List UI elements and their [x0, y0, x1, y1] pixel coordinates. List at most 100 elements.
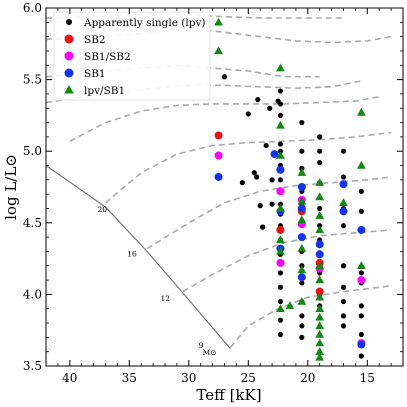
point-s0-45	[299, 334, 305, 340]
legend: Apparently single (lpv) SB2 SB1/SB2 SB1 lpv/…	[53, 11, 211, 101]
y-tick-label: 5.5	[23, 73, 42, 87]
legend-marker-sb2	[64, 34, 74, 44]
point-s4-10	[297, 196, 307, 205]
x-tick-label: 25	[241, 371, 256, 385]
point-s3-14	[357, 340, 366, 349]
y-tick-label: 6.0	[23, 1, 42, 15]
point-s4-9	[276, 203, 285, 212]
point-s4-13	[315, 211, 325, 219]
point-s0-7	[251, 170, 257, 176]
point-s0-70	[358, 303, 364, 309]
point-s3-8	[297, 273, 306, 282]
point-s4-32	[315, 347, 325, 355]
point-s4-33	[315, 352, 325, 361]
point-s0-1	[245, 111, 251, 117]
point-s0-63	[340, 298, 347, 305]
point-s4-15	[276, 235, 285, 244]
point-s4-19	[315, 261, 325, 269]
point-s4-16	[276, 246, 285, 255]
y-tick-label: 4.0	[23, 287, 42, 301]
point-s4-17	[297, 243, 307, 252]
point-s3-1	[270, 150, 279, 159]
zams-curve	[45, 165, 231, 350]
point-s3-10	[315, 250, 324, 259]
point-s0-30	[277, 317, 284, 323]
legend-marker-lpvsb1	[64, 85, 74, 94]
point-s1-0	[214, 131, 223, 140]
point-s0-16	[277, 112, 284, 118]
point-s0-6	[239, 180, 245, 186]
point-s0-9	[263, 142, 269, 149]
point-s0-17	[277, 141, 284, 147]
legend-label-single: Apparently single (lpv)	[83, 17, 205, 29]
y-tick-label: 5.0	[23, 144, 42, 158]
point-s0-41	[299, 280, 305, 286]
x-tick-label: 40	[62, 371, 77, 385]
point-s0-5	[277, 88, 284, 94]
point-s0-60	[340, 223, 347, 229]
mass-label-12: 12	[161, 294, 171, 303]
mass-label-16: 16	[127, 250, 137, 259]
point-s3-9	[315, 240, 324, 249]
point-s0-64	[340, 313, 347, 319]
point-s3-11	[339, 180, 348, 189]
point-s0-71	[358, 313, 364, 319]
point-s0-65	[340, 323, 347, 329]
point-s0-20	[277, 177, 284, 183]
legend-box	[53, 11, 211, 101]
point-s0-0	[221, 74, 228, 80]
point-s0-66	[358, 188, 364, 194]
track-6	[146, 176, 392, 250]
y-tick-label: 3.5	[23, 359, 42, 373]
point-s4-11	[297, 215, 307, 224]
mass-unit-label: M⊙	[203, 348, 217, 357]
point-s4-0	[214, 17, 223, 26]
legend-marker-sb1	[64, 68, 74, 78]
point-s4-25	[315, 275, 325, 284]
x-tick-label: 20	[300, 371, 315, 385]
point-s0-67	[358, 208, 364, 214]
zams-line: 20 16 12 9M⊙	[45, 165, 231, 357]
track-5	[104, 131, 392, 204]
point-s0-33	[299, 148, 305, 154]
point-s0-32	[299, 119, 305, 126]
legend-marker-sb1sb2	[64, 51, 74, 61]
point-s3-13	[357, 225, 366, 234]
point-s2-4	[276, 258, 285, 267]
point-s0-73	[358, 353, 364, 359]
point-s3-3	[297, 183, 306, 191]
point-s0-43	[299, 313, 305, 319]
point-s4-6	[297, 168, 307, 176]
mass-label-20: 20	[97, 205, 107, 214]
point-s3-4	[297, 204, 306, 213]
point-s3-2	[276, 165, 285, 174]
point-s3-0	[214, 172, 223, 181]
data-points	[214, 17, 366, 361]
y-tick-label: 4.5	[23, 216, 42, 230]
point-s0-48	[317, 160, 323, 166]
track-4	[69, 96, 380, 142]
point-s0-47	[317, 148, 323, 154]
y-axis-label: log L/L⊙	[2, 154, 20, 220]
point-s4-12	[315, 192, 325, 201]
point-s4-28	[315, 312, 325, 321]
point-s4-21	[356, 261, 366, 269]
point-s4-22	[285, 301, 295, 310]
point-s0-61	[340, 263, 347, 269]
legend-label-sb1sb2: SB1/SB2	[84, 51, 131, 63]
point-s0-31	[277, 331, 284, 338]
point-s4-27	[315, 304, 325, 312]
point-s4-5	[276, 150, 285, 159]
point-s0-15	[277, 101, 284, 107]
point-s4-24	[297, 296, 307, 305]
point-s4-20	[297, 265, 307, 274]
point-s0-13	[257, 203, 263, 209]
point-s4-8	[356, 160, 366, 169]
point-s0-58	[340, 174, 347, 180]
point-s4-18	[315, 225, 325, 234]
x-axis-label: Teff [kK]	[196, 386, 261, 404]
point-s0-3	[267, 105, 273, 111]
point-s0-8	[254, 174, 260, 180]
point-s1-4	[315, 287, 324, 296]
point-s4-14	[339, 198, 348, 206]
